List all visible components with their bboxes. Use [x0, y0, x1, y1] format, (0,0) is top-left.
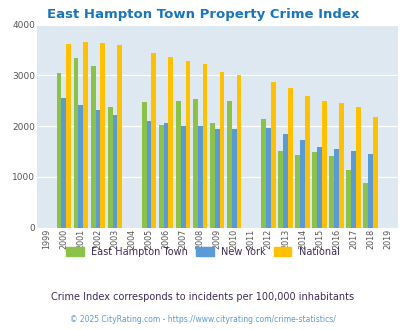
- Bar: [100, 43, 105, 228]
- Bar: [355, 107, 360, 228]
- Bar: [107, 107, 112, 228]
- Bar: [175, 101, 180, 228]
- Bar: [321, 101, 326, 228]
- Legend: East Hampton Town, New York, National: East Hampton Town, New York, National: [62, 243, 343, 261]
- Bar: [202, 64, 207, 228]
- Bar: [231, 129, 236, 228]
- Bar: [57, 73, 61, 228]
- Text: East Hampton Town Property Crime Index: East Hampton Town Property Crime Index: [47, 8, 358, 21]
- Bar: [185, 61, 190, 228]
- Bar: [277, 150, 282, 228]
- Bar: [338, 103, 343, 228]
- Bar: [95, 111, 100, 228]
- Text: © 2025 CityRating.com - https://www.cityrating.com/crime-statistics/: © 2025 CityRating.com - https://www.city…: [70, 315, 335, 324]
- Bar: [197, 126, 202, 228]
- Bar: [83, 42, 88, 228]
- Bar: [362, 183, 367, 228]
- Bar: [345, 170, 350, 228]
- Bar: [163, 123, 168, 228]
- Bar: [304, 96, 309, 228]
- Bar: [151, 53, 156, 228]
- Bar: [78, 105, 83, 228]
- Bar: [74, 58, 78, 228]
- Bar: [141, 102, 146, 228]
- Bar: [117, 45, 122, 228]
- Text: Crime Index corresponds to incidents per 100,000 inhabitants: Crime Index corresponds to incidents per…: [51, 292, 354, 302]
- Bar: [219, 73, 224, 228]
- Bar: [299, 140, 304, 228]
- Bar: [372, 116, 377, 228]
- Bar: [209, 123, 214, 228]
- Bar: [350, 150, 355, 228]
- Bar: [270, 82, 275, 228]
- Bar: [311, 151, 316, 228]
- Bar: [112, 115, 117, 228]
- Bar: [236, 76, 241, 228]
- Bar: [367, 154, 372, 228]
- Bar: [180, 126, 185, 228]
- Bar: [66, 44, 71, 228]
- Bar: [61, 98, 66, 228]
- Bar: [294, 155, 299, 228]
- Bar: [90, 66, 95, 228]
- Bar: [282, 134, 287, 228]
- Bar: [214, 129, 219, 228]
- Bar: [265, 128, 270, 228]
- Bar: [146, 121, 151, 228]
- Bar: [316, 147, 321, 228]
- Bar: [260, 119, 265, 228]
- Bar: [328, 156, 333, 228]
- Bar: [192, 99, 197, 228]
- Bar: [226, 101, 231, 228]
- Bar: [158, 125, 163, 228]
- Bar: [287, 88, 292, 228]
- Bar: [333, 149, 338, 228]
- Bar: [168, 57, 173, 228]
